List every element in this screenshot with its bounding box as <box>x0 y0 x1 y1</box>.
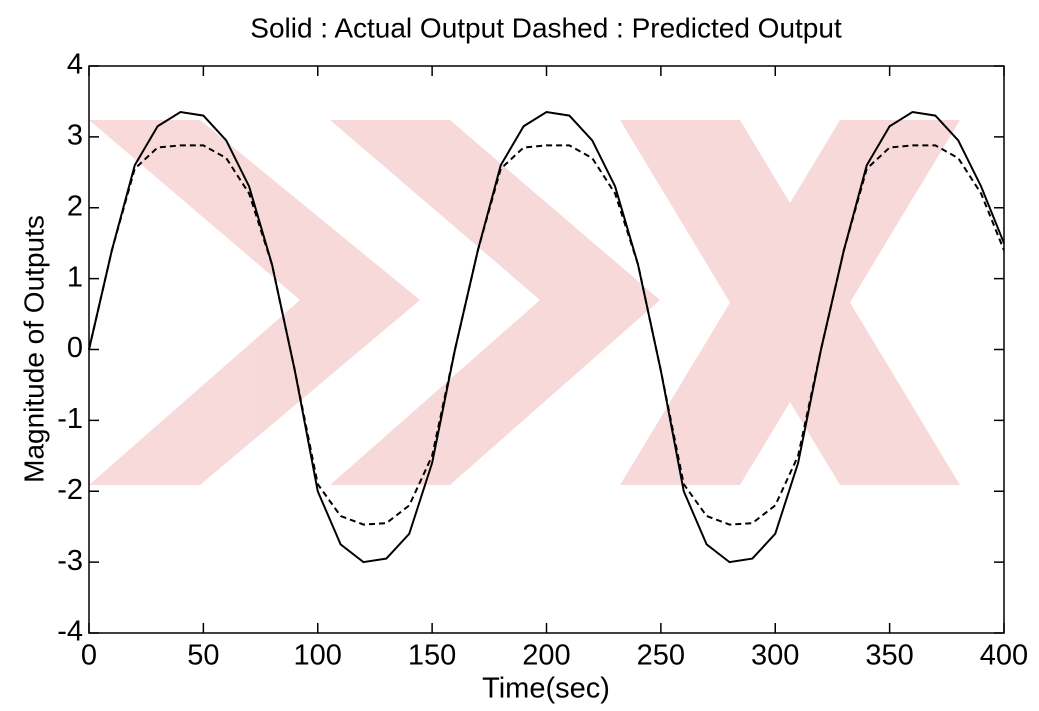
y-tick-label: 0 <box>67 332 83 364</box>
y-tick-label: 2 <box>67 190 83 222</box>
y-tick-label: 1 <box>67 261 83 293</box>
y-tick-label: -4 <box>57 616 83 648</box>
watermark-shape <box>89 120 420 485</box>
x-tick-label: 250 <box>637 640 685 672</box>
x-axis-label: Time(sec) <box>482 673 610 705</box>
y-tick-label: 4 <box>67 49 83 81</box>
x-tick-label: 50 <box>187 640 219 672</box>
y-tick-label: -3 <box>57 545 83 577</box>
watermark-shape <box>330 120 660 485</box>
x-tick-label: 0 <box>81 640 97 672</box>
y-tick-label: -1 <box>57 403 83 435</box>
x-tick-label: 350 <box>865 640 913 672</box>
x-tick-label: 200 <box>522 640 570 672</box>
x-tick-label: 300 <box>751 640 799 672</box>
watermark <box>89 120 960 485</box>
y-tick-label: 3 <box>67 120 83 152</box>
series-line <box>88 144 1005 526</box>
x-tick-label: 100 <box>294 640 342 672</box>
y-tick-label: -2 <box>57 474 83 506</box>
y-axis-label: Magnitude of Outputs <box>18 215 49 483</box>
x-tick-label: 400 <box>980 640 1028 672</box>
x-tick-label: 150 <box>408 640 456 672</box>
chart-title: Solid : Actual Output Dashed : Predicted… <box>250 12 842 43</box>
watermark-shape <box>620 120 960 485</box>
